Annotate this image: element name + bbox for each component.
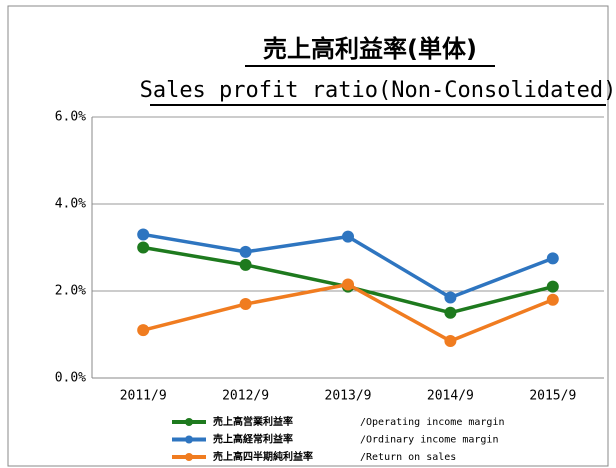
data-point: [444, 291, 457, 304]
data-point: [444, 306, 457, 319]
x-tick-label: 2014/9: [427, 389, 474, 404]
data-point: [342, 278, 354, 291]
y-tick-label: 2.0%: [55, 284, 86, 299]
data-point: [239, 298, 252, 311]
data-point: [444, 335, 457, 348]
data-point: [546, 293, 559, 306]
legend-label-en: /Operating income margin: [360, 417, 505, 428]
x-tick-label: 2013/9: [325, 389, 372, 404]
chart-title: 売上高利益率(単体): [263, 35, 477, 63]
data-point: [137, 228, 150, 241]
chart-border: [7, 5, 609, 467]
legend-label: 売上高四半期純利益率: [213, 450, 313, 463]
y-tick-label: 6.0%: [55, 110, 86, 125]
data-point: [239, 245, 252, 258]
y-tick-label: 0.0%: [55, 371, 86, 386]
y-tick-label: 4.0%: [55, 197, 86, 212]
legend-marker: [185, 435, 193, 444]
legend-marker: [185, 453, 193, 461]
data-point: [546, 280, 559, 293]
legend-label: 売上高営業利益率: [213, 415, 293, 428]
data-point: [239, 258, 252, 271]
x-tick-label: 2011/9: [120, 389, 167, 404]
data-point: [137, 324, 150, 337]
legend-label-en: /Ordinary income margin: [360, 435, 498, 446]
legend-marker: [185, 418, 193, 426]
chart-subtitle: Sales profit ratio(Non-Consolidated): [140, 78, 616, 103]
legend-label-en: /Return on sales: [360, 452, 456, 463]
data-point: [342, 230, 354, 243]
data-point: [546, 252, 559, 265]
legend-label: 売上高経常利益率: [213, 433, 293, 446]
x-tick-label: 2015/9: [529, 389, 576, 404]
data-point: [137, 241, 150, 254]
x-tick-label: 2012/9: [222, 389, 269, 404]
